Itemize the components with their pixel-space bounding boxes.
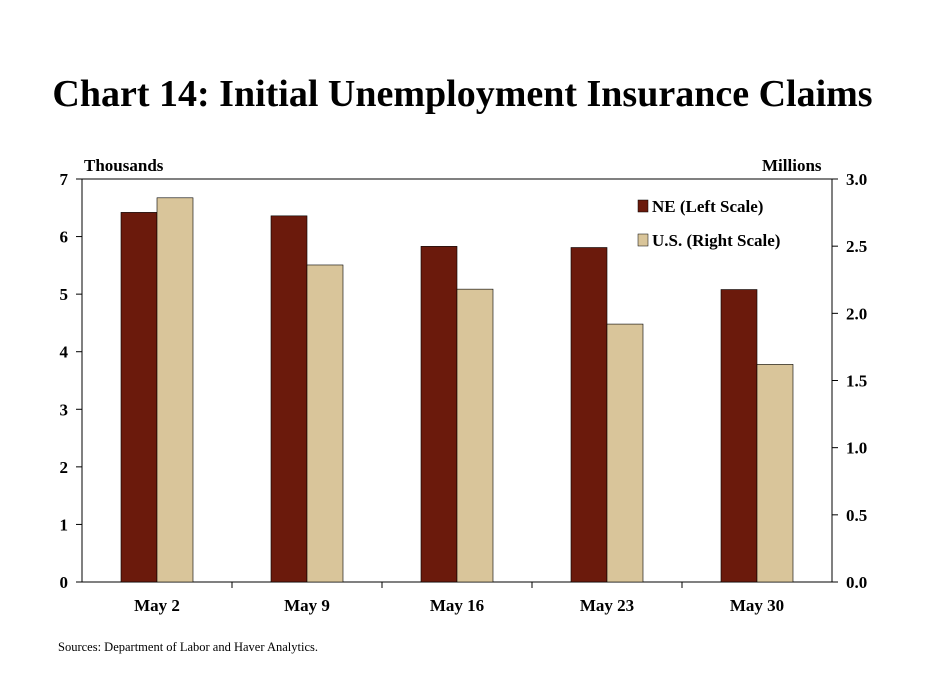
right-tick-label: 1.0 (846, 439, 867, 458)
ne-bar-1 (120, 212, 158, 583)
left-tick-label: 4 (60, 343, 69, 362)
right-axis-label: Millions (762, 156, 822, 175)
legend-label: NE (Left Scale) (652, 197, 763, 216)
x-tick-label: May 30 (730, 596, 784, 615)
left-tick-label: 7 (60, 170, 69, 189)
legend-label: U.S. (Right Scale) (652, 231, 780, 250)
left-tick-label: 1 (60, 515, 69, 534)
right-tick-label: 0.5 (846, 506, 867, 525)
x-tick-label: May 9 (284, 596, 330, 615)
left-tick-label: 6 (60, 228, 69, 247)
right-tick-label: 2.0 (846, 304, 867, 323)
left-tick-label: 3 (60, 400, 69, 419)
legend-swatch (637, 233, 649, 247)
ne-bar-2 (270, 215, 308, 583)
right-tick-label: 0.0 (846, 573, 867, 592)
ne-bar-4 (570, 247, 608, 583)
left-tick-label: 5 (60, 285, 69, 304)
chart-title: Chart 14: Initial Unemployment Insurance… (52, 73, 873, 115)
us-bar-4 (606, 323, 644, 583)
us-bar-1 (156, 197, 194, 583)
legend-swatch (637, 199, 649, 213)
x-tick-label: May 16 (430, 596, 484, 615)
left-axis-label: Thousands (84, 156, 164, 175)
us-bar-3 (456, 288, 494, 583)
right-tick-label: 3.0 (846, 170, 867, 189)
x-tick-label: May 23 (580, 596, 634, 615)
left-tick-label: 2 (60, 458, 69, 477)
us-bar-5 (756, 364, 794, 583)
us-bar-2 (306, 264, 344, 583)
right-tick-label: 1.5 (846, 372, 867, 391)
source-note: Sources: Department of Labor and Haver A… (58, 640, 318, 654)
ne-bar-5 (720, 289, 758, 583)
right-tick-label: 2.5 (846, 237, 867, 256)
x-tick-label: May 2 (134, 596, 180, 615)
left-tick-label: 0 (60, 573, 69, 592)
ne-bar-3 (420, 246, 458, 583)
